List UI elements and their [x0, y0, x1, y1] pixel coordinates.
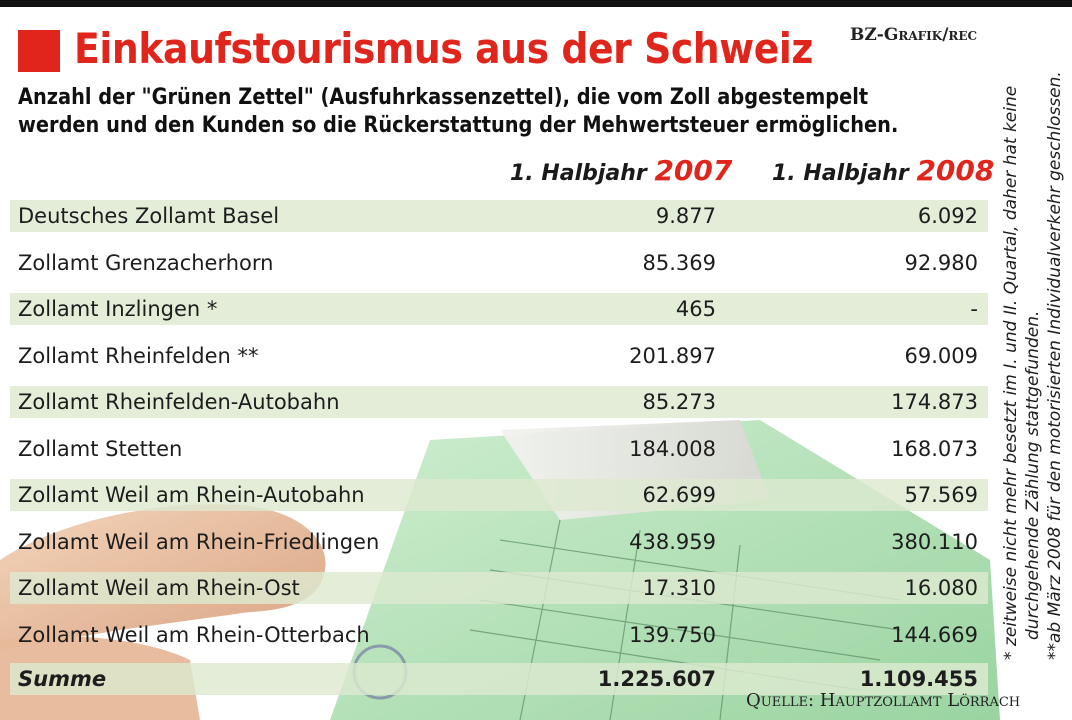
value-2007: 62.699 [642, 483, 716, 507]
source-note: Quelle: Hauptzollamt Lörrach [746, 690, 1021, 711]
footnote-1: * zeitweise nicht mehr besetzt im I. und… [1001, 85, 1021, 660]
table-row: Zollamt Stetten 184.008 168.073 [10, 433, 988, 465]
column-header-2007-prefix: 1. Halbjahr [510, 161, 647, 186]
total-2008: 1.109.455 [859, 667, 978, 691]
value-2008: 174.873 [891, 390, 978, 414]
subtitle-line-2: werden und den Kunden so die Rückerstatt… [18, 113, 899, 138]
row-label: Zollamt Weil am Rhein-Otterbach [18, 623, 370, 647]
value-2008: 380.110 [891, 530, 978, 554]
value-2008: 144.669 [891, 623, 978, 647]
table-row: Zollamt Weil am Rhein-Otterbach 139.750 … [10, 619, 988, 651]
value-2007: 438.959 [629, 530, 716, 554]
value-2008: 6.092 [917, 204, 978, 228]
value-2007: 9.877 [655, 204, 716, 228]
subtitle: Anzahl der "Grünen Zettel" (Ausfuhrkasse… [18, 84, 968, 140]
value-2007: 201.897 [629, 344, 716, 368]
column-header-2007: 1. Halbjahr 2007 [510, 154, 732, 187]
row-label: Zollamt Weil am Rhein-Friedlingen [18, 530, 380, 554]
row-label: Zollamt Stetten [18, 437, 183, 461]
footnote-2: **ab März 2008 für den motorisierten Ind… [1045, 71, 1065, 660]
total-row: Summe 1.225.607 1.109.455 [10, 663, 988, 695]
value-2008: 168.073 [891, 437, 978, 461]
page-title: Einkaufstourismus aus der Schweiz [74, 24, 813, 73]
total-2007: 1.225.607 [597, 667, 716, 691]
title-marker [18, 30, 60, 72]
value-2007: 184.008 [629, 437, 716, 461]
row-label: Deutsches Zollamt Basel [18, 204, 280, 228]
value-2007: 465 [675, 297, 716, 321]
table-row: Zollamt Inzlingen * 465 - [10, 293, 988, 325]
value-2007: 139.750 [629, 623, 716, 647]
value-2008: 16.080 [904, 576, 978, 600]
table-row: Zollamt Weil am Rhein-Autobahn 62.699 57… [10, 479, 988, 511]
value-2008: 57.569 [904, 483, 978, 507]
total-label: Summe [18, 667, 107, 691]
table-row: Zollamt Weil am Rhein-Ost 17.310 16.080 [10, 572, 988, 604]
table-row: Zollamt Weil am Rhein-Friedlingen 438.95… [10, 526, 988, 558]
value-2008: 69.009 [904, 344, 978, 368]
footnote-1-cont: durchgehende Zählung stattgefunden. [1023, 310, 1043, 640]
footnotes: * zeitweise nicht mehr besetzt im I. und… [1000, 71, 1066, 660]
column-header-2008: 1. Halbjahr 2008 [772, 154, 994, 187]
value-2007: 17.310 [642, 576, 716, 600]
value-2008: - [970, 297, 978, 321]
graphic-credit: BZ-Grafik/rec [850, 25, 978, 45]
column-header-2008-prefix: 1. Halbjahr [772, 161, 909, 186]
table-row: Zollamt Rheinfelden-Autobahn 85.273 174.… [10, 386, 988, 418]
value-2008: 92.980 [904, 251, 978, 275]
value-2007: 85.273 [642, 390, 716, 414]
value-2007: 85.369 [642, 251, 716, 275]
row-label: Zollamt Inzlingen * [18, 297, 218, 321]
column-header-2008-year: 2008 [916, 154, 995, 187]
row-label: Zollamt Rheinfelden ** [18, 344, 259, 368]
row-label: Zollamt Weil am Rhein-Autobahn [18, 483, 365, 507]
row-label: Zollamt Rheinfelden-Autobahn [18, 390, 340, 414]
row-label: Zollamt Weil am Rhein-Ost [18, 576, 300, 600]
table-row: Zollamt Grenzacherhorn 85.369 92.980 [10, 247, 988, 279]
table-row: Zollamt Rheinfelden ** 201.897 69.009 [10, 340, 988, 372]
top-rule [0, 0, 1072, 7]
table-row: Deutsches Zollamt Basel 9.877 6.092 [10, 200, 988, 232]
row-label: Zollamt Grenzacherhorn [18, 251, 274, 275]
column-header-2007-year: 2007 [654, 154, 733, 187]
subtitle-line-1: Anzahl der "Grünen Zettel" (Ausfuhrkasse… [18, 85, 869, 110]
